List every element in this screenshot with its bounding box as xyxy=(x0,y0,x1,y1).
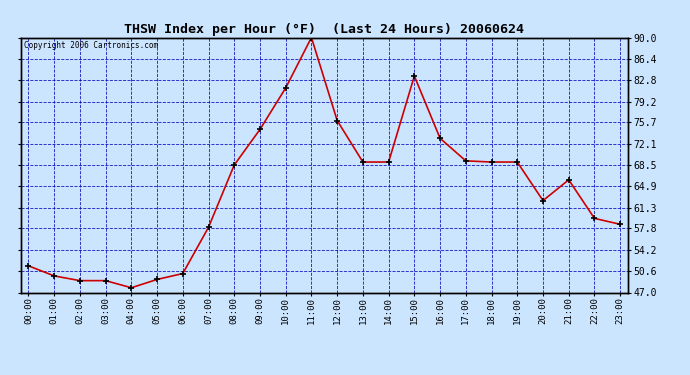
Title: THSW Index per Hour (°F)  (Last 24 Hours) 20060624: THSW Index per Hour (°F) (Last 24 Hours)… xyxy=(124,23,524,36)
Text: Copyright 2006 Cartronics.com: Copyright 2006 Cartronics.com xyxy=(23,41,158,50)
